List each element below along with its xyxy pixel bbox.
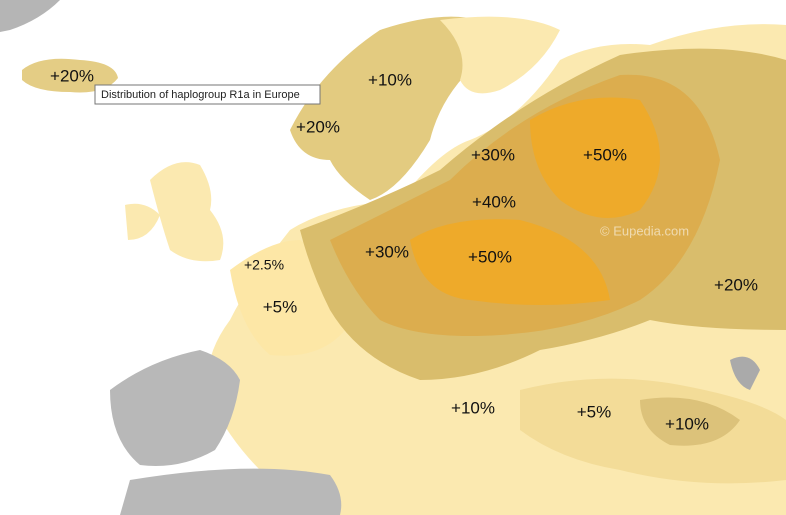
map-label: +10% [451, 398, 495, 417]
watermark: © Eupedia.com [12, 298, 101, 313]
map-label: +10% [665, 414, 709, 433]
map-label: +10% [368, 70, 412, 89]
map-label: +50% [583, 145, 627, 164]
ireland [125, 203, 160, 240]
britain [150, 162, 224, 262]
map-label: +40% [472, 192, 516, 211]
tooltip-text: Distribution of haplogroup R1a in Europe [101, 89, 300, 101]
land-grey [0, 0, 60, 32]
caspian [730, 356, 760, 390]
map-label: +2.5% [244, 257, 284, 273]
map-label: +30% [365, 242, 409, 261]
map-label: +30% [471, 145, 515, 164]
land-core [530, 97, 660, 218]
finland [440, 16, 560, 94]
land-grey [120, 468, 342, 515]
map-label: +5% [263, 297, 298, 316]
map-label: +20% [714, 275, 758, 294]
anatolia-mid [640, 397, 740, 446]
map-label: +20% [50, 66, 94, 85]
iceland [22, 58, 118, 93]
land-grey [110, 350, 240, 466]
map-label: +5% [577, 402, 612, 421]
land-core [410, 219, 610, 305]
tooltip [94, 84, 321, 105]
map-label: +50% [468, 247, 512, 266]
scandinavia [290, 16, 488, 200]
watermark: © Eupedia.com [600, 223, 689, 238]
map-label: +20% [296, 117, 340, 136]
